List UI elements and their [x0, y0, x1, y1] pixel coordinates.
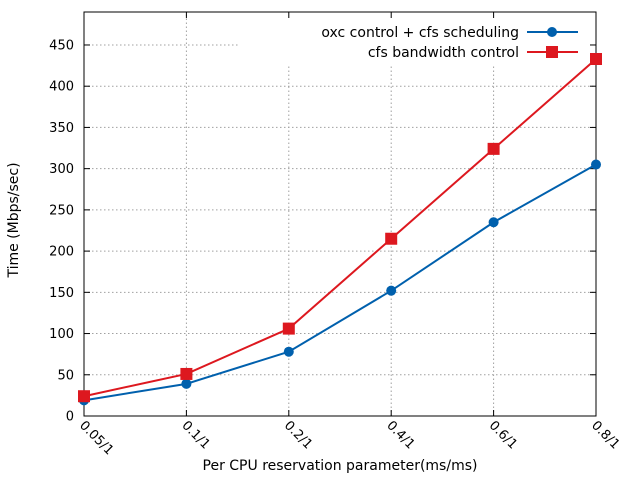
- data-point: [283, 346, 294, 357]
- legend-marker: [546, 46, 558, 58]
- y-tick-label: 50: [57, 368, 74, 383]
- series-layer: [78, 52, 602, 406]
- data-point: [78, 390, 90, 403]
- data-point: [386, 285, 397, 296]
- data-point: [180, 367, 193, 380]
- plot-frame: [83, 11, 597, 417]
- y-tick-label: 150: [49, 286, 74, 301]
- y-tick-label: 400: [49, 80, 74, 95]
- y-tick-label: 350: [49, 121, 74, 136]
- data-point: [590, 52, 602, 65]
- y-tick-label: 450: [49, 38, 74, 53]
- y-tick-label: 250: [49, 203, 74, 218]
- y-tick-label: 100: [49, 327, 74, 342]
- x-axis-title: Per CPU reservation parameter(ms/ms): [203, 458, 478, 474]
- data-point: [591, 159, 601, 170]
- data-point: [487, 142, 500, 155]
- grid-lines: [84, 12, 596, 416]
- x-tick-label: 0.1/1: [179, 418, 213, 452]
- series-line-0: [83, 163, 597, 402]
- data-point: [181, 378, 192, 389]
- x-tick-label: 0.8/1: [588, 418, 622, 452]
- y-axis-title: Time (Mbps/sec): [6, 162, 22, 278]
- y-tick-label: 0: [66, 410, 74, 425]
- data-point: [488, 217, 499, 228]
- x-tick-label: 0.6/1: [486, 418, 520, 452]
- series-line-1: [83, 58, 597, 398]
- legend-label: oxc control + cfs scheduling: [321, 25, 519, 41]
- legend-label: cfs bandwidth control: [368, 45, 519, 61]
- legend: oxc control + cfs scheduling cfs bandwidt…: [321, 25, 578, 61]
- x-tick-label: 0.05/1: [76, 418, 116, 458]
- data-point: [385, 232, 398, 245]
- x-tick-label: 0.2/1: [281, 418, 315, 452]
- y-tick-label: 200: [49, 245, 74, 260]
- y-tick-label: 300: [49, 162, 74, 177]
- x-tick-label: 0.4/1: [383, 418, 417, 452]
- legend-marker: [547, 27, 557, 37]
- data-point: [282, 322, 295, 335]
